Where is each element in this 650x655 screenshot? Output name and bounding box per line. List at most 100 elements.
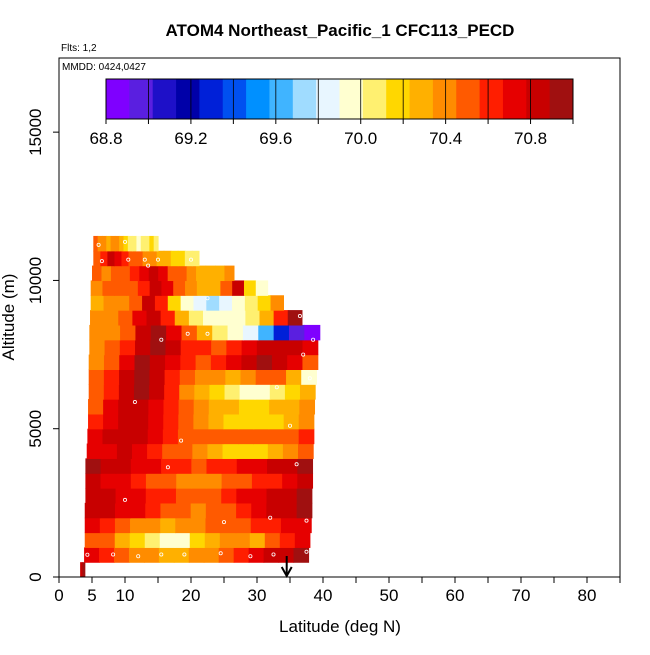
heatmap-cell xyxy=(102,280,115,296)
heatmap-cell xyxy=(249,532,266,548)
heatmap-cell xyxy=(139,265,150,282)
heatmap-cell xyxy=(133,384,150,400)
heatmap-cell xyxy=(279,532,296,548)
sample-point xyxy=(99,259,104,264)
heatmap-cell xyxy=(145,502,162,519)
heatmap-cell xyxy=(119,369,135,385)
heatmap-cell xyxy=(161,473,177,489)
colorbar-swatch xyxy=(129,79,154,119)
heatmap-cell xyxy=(205,502,222,519)
heatmap-cell xyxy=(278,547,295,563)
heatmap-cell xyxy=(82,562,86,577)
heatmap-cell xyxy=(258,324,275,341)
heatmap-cell xyxy=(238,413,255,430)
heatmap-cell xyxy=(234,532,251,548)
heatmap-cell xyxy=(236,488,253,504)
heatmap-cell xyxy=(220,502,237,519)
heatmap-cell xyxy=(225,369,242,385)
sample-point xyxy=(188,257,193,262)
colorbar-swatch xyxy=(176,79,200,119)
colorbar: 68.8 69.2 69.6 70.0 70.4 70.8 xyxy=(89,78,574,148)
heatmap-cell xyxy=(180,295,195,311)
heatmap-cell xyxy=(177,443,193,459)
heatmap-cell xyxy=(235,517,252,534)
heatmap-cell xyxy=(282,473,298,489)
heatmap-cell xyxy=(208,428,224,445)
heatmap-cell xyxy=(135,339,151,356)
heatmap-cell xyxy=(175,517,191,534)
heatmap-cell xyxy=(150,339,167,356)
sample-point xyxy=(136,554,141,559)
heatmap-cell xyxy=(250,517,267,534)
colorbar-swatch xyxy=(199,79,224,119)
heatmap-cell xyxy=(251,458,268,474)
heatmap-cell xyxy=(149,280,163,296)
heatmap-cell xyxy=(219,532,236,548)
heatmap-cell xyxy=(259,310,275,326)
heatmap-cell xyxy=(251,473,268,489)
heatmap-cell xyxy=(304,324,321,341)
heatmap-cell xyxy=(133,399,150,415)
heatmap-cell xyxy=(223,399,240,415)
heatmap-cell xyxy=(148,413,164,430)
heatmap-cell xyxy=(84,502,101,519)
heatmap-cell xyxy=(142,250,151,267)
heatmap-cell xyxy=(88,399,104,415)
heatmap-cell xyxy=(190,517,207,534)
heatmap-cell xyxy=(192,443,209,459)
heatmap-cell xyxy=(206,295,220,311)
heatmap-cell xyxy=(221,458,238,474)
heatmap-cell xyxy=(222,443,239,459)
heatmap-cell xyxy=(129,532,146,548)
sample-point xyxy=(307,376,312,381)
heatmap-cell xyxy=(191,458,208,474)
heatmap-cell xyxy=(253,413,270,430)
heatmap-cell xyxy=(147,428,164,445)
heatmap-cell xyxy=(100,473,117,489)
colorbar-frame xyxy=(105,78,574,120)
heatmap-cell xyxy=(196,280,210,296)
heatmap-cell xyxy=(208,280,221,296)
heatmap-cell xyxy=(196,265,207,282)
heatmap-cell xyxy=(90,280,104,296)
heatmap-cell xyxy=(148,265,159,282)
heatmap-cell xyxy=(297,458,314,474)
heatmap-cell xyxy=(103,399,119,415)
heatmap-cell xyxy=(177,265,188,282)
x-tick-label: 0 xyxy=(54,586,63,605)
heatmap-cell xyxy=(165,339,182,356)
heatmap-cell xyxy=(88,413,104,430)
heatmap-cell xyxy=(170,250,179,267)
heatmap-cell xyxy=(282,443,299,459)
heatmap-cell xyxy=(283,413,300,430)
heatmap-cell xyxy=(188,310,204,326)
x-tick-label: 70 xyxy=(512,586,531,605)
heatmap-cell xyxy=(194,384,211,400)
heatmap-cell xyxy=(184,250,193,267)
heatmap-cell xyxy=(191,473,208,489)
heatmap-cell xyxy=(281,502,298,519)
sample-point xyxy=(274,385,279,390)
heatmap-cell xyxy=(118,413,134,430)
heatmap-cell xyxy=(302,339,319,356)
sample-point xyxy=(179,438,184,443)
heatmap-cell xyxy=(281,488,298,504)
heatmap-cell xyxy=(191,488,207,504)
colorbar-swatch xyxy=(269,79,294,119)
heatmap-cell xyxy=(226,339,243,356)
sample-point xyxy=(268,515,273,520)
heatmap-cell xyxy=(80,562,84,577)
heatmap-cell xyxy=(150,324,167,341)
colorbar-swatch xyxy=(409,79,434,119)
heatmap-cell xyxy=(153,235,159,252)
heatmap-cell xyxy=(188,547,205,563)
heatmap-cell xyxy=(256,339,273,356)
heatmap-cell xyxy=(114,532,131,548)
heatmap-cell xyxy=(106,235,112,252)
heatmap-cell xyxy=(84,532,101,548)
x-tick-label: 60 xyxy=(446,586,465,605)
heatmap-cell xyxy=(114,250,123,267)
arrow-head xyxy=(280,566,293,579)
heatmap-cell xyxy=(173,547,190,563)
